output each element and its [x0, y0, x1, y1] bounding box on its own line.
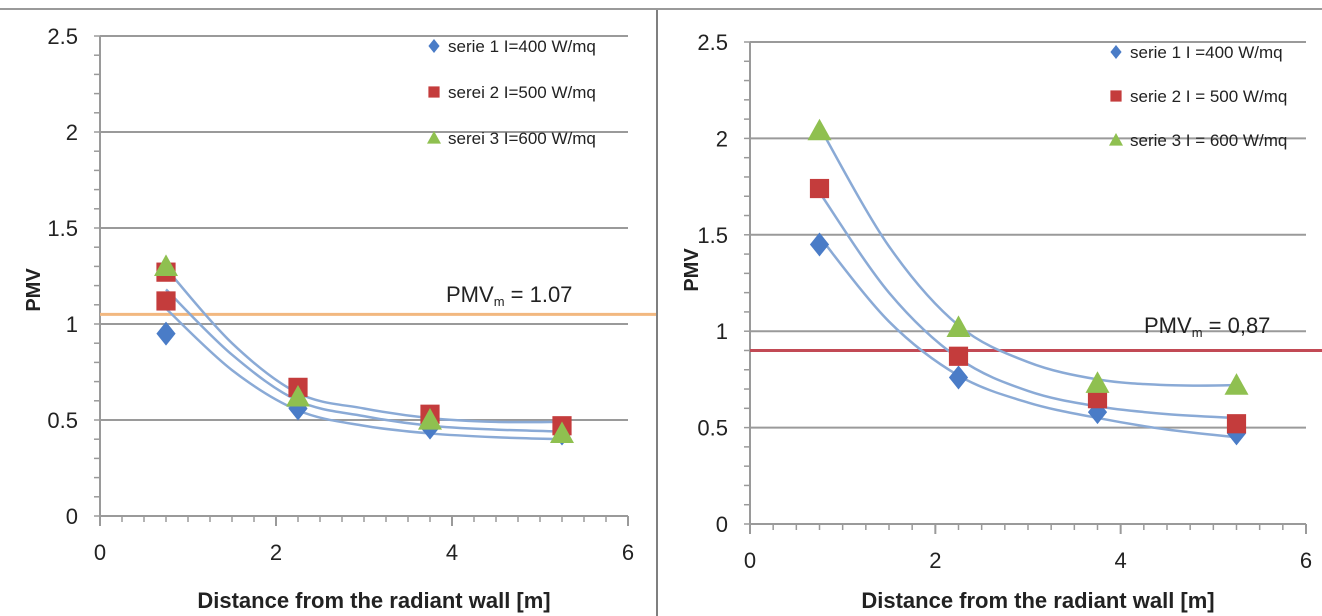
data-point-serie-3 [946, 315, 971, 337]
y-tick-label: 2.5 [47, 24, 78, 49]
chart-panel-right: 0 0.5 1 1.5 2 2.5 0 2 4 6 Distance from the radian… [660, 0, 1322, 616]
data-point-serie-3 [550, 421, 574, 444]
y-tick-label: 0.5 [47, 408, 78, 433]
y-tick-label: 2 [66, 120, 78, 145]
pmv-mean-label-subscript: m [1192, 325, 1203, 340]
data-point-serie-3 [807, 118, 832, 141]
data-point-serie-2 [1087, 389, 1108, 409]
fit-curve-3 [165, 267, 563, 424]
legend-label-serie-2: serei 2 I=500 W/mq [448, 83, 596, 102]
x-tick-label: 0 [744, 548, 756, 573]
y-tick-label: 2 [716, 126, 728, 151]
data-point-serie-3 [1224, 373, 1249, 395]
legend-marker-serie-3 [1109, 133, 1123, 146]
y-axis-label: PMV [23, 268, 45, 312]
x-tick-label: 2 [929, 548, 941, 573]
legend-marker-serie-2 [1110, 90, 1122, 102]
x-tick-label: 2 [270, 540, 282, 565]
pmv-mean-label-value: = 0,87 [1203, 313, 1271, 338]
legend-label-serie-2: serie 2 I = 500 W/mq [1130, 87, 1287, 106]
data-point-serie-1 [156, 321, 176, 346]
y-tick-label: 1 [66, 312, 78, 337]
data-point-serie-2 [1226, 414, 1247, 434]
data-point-serie-1 [809, 232, 830, 257]
legend-marker-serie-1 [428, 39, 440, 53]
legend-label-serie-3: serie 3 I = 600 W/mq [1130, 131, 1287, 150]
x-axis-label: Distance from the radiant wall [m] [861, 588, 1214, 613]
x-tick-label: 4 [1115, 548, 1127, 573]
y-tick-label: 1.5 [697, 223, 728, 248]
y-tick-label: 1 [716, 319, 728, 344]
x-axis-label: Distance from the radiant wall [m] [197, 588, 550, 613]
pmv-chart-right: 0 0.5 1 1.5 2 2.5 0 2 4 6 Distance from the radian… [681, 30, 1322, 613]
x-tick-label: 6 [1300, 548, 1312, 573]
pmv-mean-label-main: PMV [446, 282, 494, 307]
data-point-serie-3 [286, 384, 310, 407]
legend-marker-serie-3 [427, 131, 441, 144]
pmv-mean-label: PMVm = 0,87 [1144, 313, 1270, 340]
fit-curve-3 [818, 126, 1237, 387]
data-point-serie-3 [1085, 371, 1110, 393]
data-point-serie-3 [154, 254, 178, 276]
y-tick-label: 0 [716, 512, 728, 537]
legend-marker-serie-1 [1110, 45, 1122, 59]
data-point-serie-2 [948, 346, 969, 366]
panel-divider [656, 10, 658, 616]
pmv-mean-label-main: PMV [1144, 313, 1192, 338]
pmv-mean-label-value: = 1.07 [505, 282, 573, 307]
pmv-mean-label: PMVm = 1.07 [446, 282, 572, 309]
data-point-serie-1 [948, 365, 969, 390]
data-point-serie-3 [418, 408, 442, 430]
data-point-serie-2 [156, 291, 176, 311]
y-tick-label: 0.5 [697, 416, 728, 441]
legend-marker-serie-2 [428, 86, 440, 98]
top-border [0, 8, 1322, 10]
legend-label-serie-1: serie 1 I=400 W/mq [448, 37, 596, 56]
x-tick-label: 0 [94, 540, 106, 565]
fit-curve-2 [165, 288, 563, 433]
x-tick-label: 6 [622, 540, 634, 565]
y-tick-label: 1.5 [47, 216, 78, 241]
data-point-serie-2 [809, 178, 830, 199]
y-tick-label: 2.5 [697, 30, 728, 55]
fit-curve-1 [818, 235, 1237, 439]
fit-curve-2 [818, 191, 1237, 420]
fit-curve-1 [165, 307, 563, 441]
y-axis-label: PMV [681, 248, 703, 292]
chart-panel-left: 0 0.5 1 1.5 2 2.5 0 2 4 6 Distance from the radian… [0, 0, 656, 616]
y-tick-label: 0 [66, 504, 78, 529]
legend-label-serie-3: serei 3 I=600 W/mq [448, 129, 596, 148]
pmv-mean-label-subscript: m [494, 294, 505, 309]
legend-label-serie-1: serie 1 I =400 W/mq [1130, 43, 1283, 62]
x-tick-label: 4 [446, 540, 458, 565]
pmv-chart-left: 0 0.5 1 1.5 2 2.5 0 2 4 6 Distance from the radian… [23, 24, 656, 613]
